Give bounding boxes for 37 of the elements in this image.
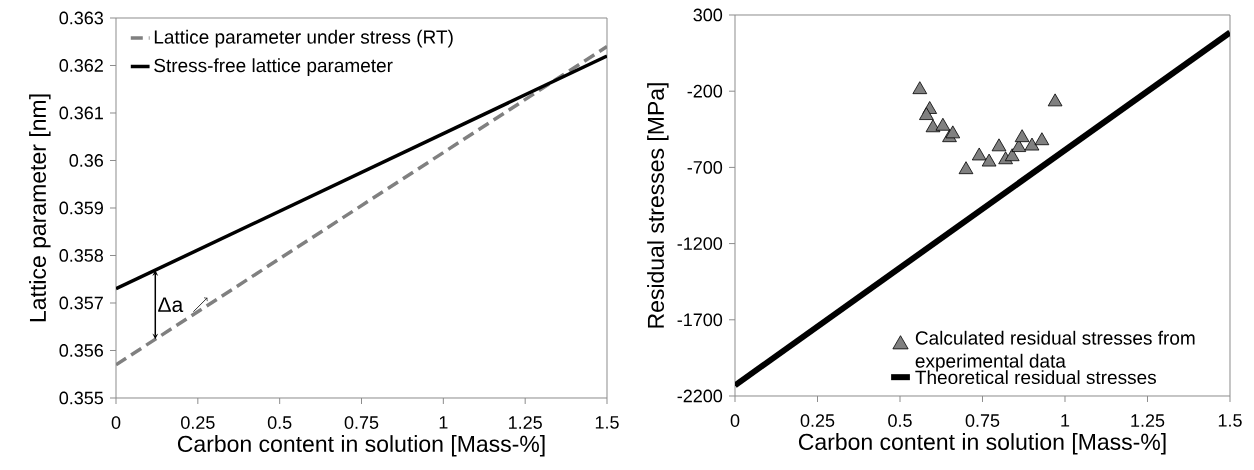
- x-tick-label: 1.25: [1131, 414, 1165, 427]
- y-axis-title: Residual stresses [MPa]: [647, 83, 669, 328]
- x-axis-title: Carbon content in solution [Mass-%]: [798, 433, 1166, 455]
- legend-label: Lattice parameter under stress (RT): [154, 29, 453, 48]
- y-tick-label: -200: [687, 84, 723, 98]
- y-tick-label: -2200: [677, 389, 723, 403]
- y-tick-label: 0.355: [59, 391, 104, 405]
- y-tick-label: 0.358: [59, 249, 104, 262]
- x-axis-title: Carbon content in solution [Mass-%]: [177, 435, 545, 457]
- x-tick-label: 0.5: [888, 414, 912, 427]
- y-tick-label: 300: [693, 8, 723, 22]
- y-tick-label: -1200: [677, 237, 723, 250]
- y-axis-title: Lattice parameter [nm]: [29, 94, 51, 322]
- y-tick-label: 0.363: [59, 11, 104, 25]
- x-tick-label: 1.25: [509, 416, 542, 429]
- x-tick-label: 0.5: [267, 416, 292, 429]
- x-tick-label: 0.75: [965, 414, 1000, 427]
- x-tick-label: 1: [439, 416, 448, 429]
- y-tick-label: 0.359: [59, 201, 103, 215]
- x-tick-label: 1.5: [1218, 414, 1242, 427]
- y-tick-label: 0.357: [59, 296, 103, 310]
- y-tick-label: 0.356: [59, 344, 104, 357]
- annotation: Δa: [158, 297, 184, 313]
- legend-label: Theoretical residual stresses: [915, 370, 1156, 385]
- y-tick-label: 0.36: [69, 154, 104, 167]
- legend-label: Stress-free lattice parameter: [154, 58, 393, 76]
- x-tick-label: 0.25: [181, 416, 215, 429]
- x-tick-label: 0.25: [800, 414, 835, 427]
- y-tick-label: -1700: [677, 313, 723, 327]
- x-tick-label: 1.5: [595, 416, 619, 429]
- x-tick-label: 1: [1061, 414, 1070, 427]
- x-tick-label: 0: [730, 414, 740, 427]
- y-tick-label: 0.362: [59, 59, 103, 72]
- y-tick-label: -700: [687, 161, 723, 174]
- x-tick-label: 0: [111, 416, 121, 429]
- y-tick-label: 0.361: [59, 106, 103, 120]
- x-tick-label: 0.75: [344, 416, 379, 429]
